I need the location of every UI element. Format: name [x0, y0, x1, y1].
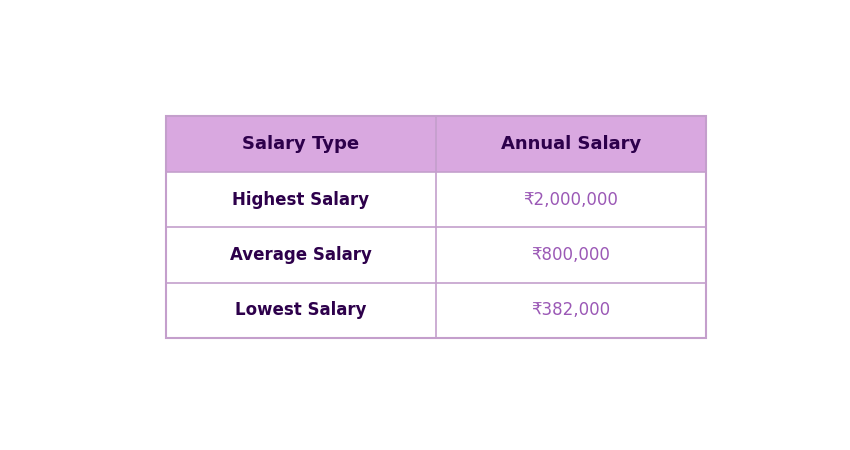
Text: Lowest Salary: Lowest Salary: [235, 302, 366, 319]
Text: ₹2,000,000: ₹2,000,000: [524, 190, 618, 208]
FancyBboxPatch shape: [166, 117, 706, 172]
Point: [430, 335, 440, 341]
Text: Salary Type: Salary Type: [242, 135, 360, 153]
Text: Average Salary: Average Salary: [230, 246, 371, 264]
Point: [430, 114, 440, 119]
Text: ₹800,000: ₹800,000: [531, 246, 610, 264]
Text: Highest Salary: Highest Salary: [232, 190, 369, 208]
Text: Annual Salary: Annual Salary: [501, 135, 641, 153]
Text: ₹382,000: ₹382,000: [531, 302, 610, 319]
